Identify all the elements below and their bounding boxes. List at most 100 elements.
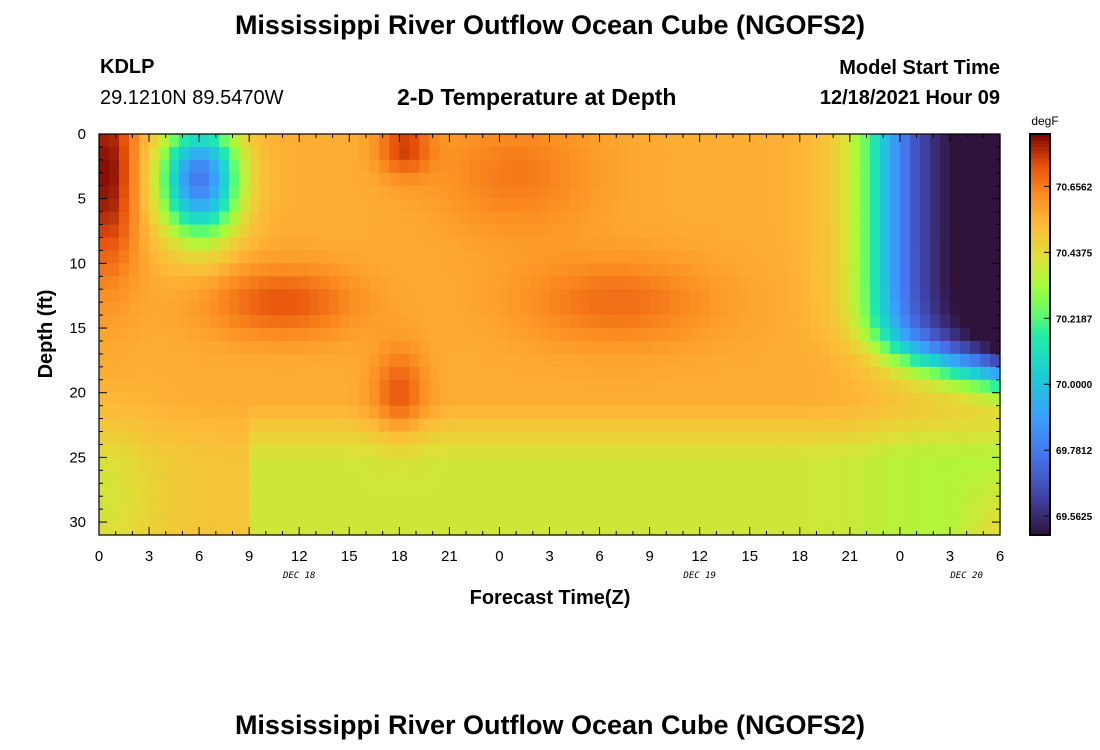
colorbar-segment <box>1030 411 1050 416</box>
heatmap-cell <box>919 366 931 381</box>
x-tick-label: 15 <box>341 548 358 565</box>
heatmap-cell <box>309 353 320 368</box>
heatmap-cell <box>259 224 270 239</box>
heatmap-cell <box>499 289 511 303</box>
heatmap-cell <box>649 172 661 187</box>
heatmap-cell <box>489 470 501 484</box>
heatmap-cell <box>99 263 110 277</box>
heatmap-cell <box>589 483 601 497</box>
heatmap-cell <box>829 470 841 484</box>
heatmap-cell <box>979 418 991 433</box>
heatmap-cell <box>909 172 921 187</box>
heatmap-cell <box>919 444 931 458</box>
heatmap-cell <box>869 134 881 148</box>
heatmap-cell <box>169 263 180 277</box>
y-tick-label: 0 <box>78 126 86 143</box>
heatmap-cell <box>949 328 961 342</box>
heatmap-cell <box>689 444 701 458</box>
heatmap-cell <box>139 302 150 316</box>
heatmap-cell <box>319 509 330 523</box>
heatmap-cell <box>639 263 651 277</box>
heatmap-cell <box>749 470 761 484</box>
heatmap-cell <box>209 457 220 471</box>
heatmap-cell <box>279 353 290 368</box>
heatmap-cell <box>159 405 170 420</box>
heatmap-cell <box>469 263 481 277</box>
heatmap-cell <box>529 263 541 277</box>
heatmap-cell <box>739 185 751 200</box>
heatmap-cell <box>409 276 420 290</box>
heatmap-cell <box>149 483 160 497</box>
heatmap-cell <box>399 146 410 161</box>
colorbar-segment <box>1030 334 1050 339</box>
colorbar-segment <box>1030 454 1050 459</box>
heatmap-cell <box>539 405 551 420</box>
heatmap-cell <box>729 250 741 264</box>
heatmap-cell <box>729 444 741 458</box>
heatmap-cell <box>909 134 921 148</box>
colorbar-segment <box>1030 324 1050 329</box>
heatmap-cell <box>179 509 190 523</box>
heatmap-cell <box>379 198 390 213</box>
heatmap-cell <box>339 263 350 277</box>
heatmap-cell <box>989 302 1001 316</box>
heatmap-cell <box>249 250 260 264</box>
heatmap-cell <box>969 444 981 458</box>
heatmap-cell <box>469 340 481 355</box>
heatmap-cell <box>939 405 951 420</box>
heatmap-cell <box>639 470 651 484</box>
heatmap-cell <box>719 340 731 355</box>
x-tick-label: 9 <box>245 548 253 565</box>
heatmap-cell <box>539 159 551 174</box>
heatmap-cell <box>369 366 380 381</box>
heatmap-cell <box>209 237 220 252</box>
heatmap-cell <box>539 198 551 213</box>
heatmap-cell <box>309 418 320 433</box>
heatmap-cell <box>279 172 290 187</box>
heatmap-cell <box>789 211 801 226</box>
heatmap-cell <box>679 379 691 394</box>
heatmap-cell <box>449 470 460 484</box>
colorbar-segment <box>1030 491 1050 496</box>
heatmap-cell <box>229 237 240 252</box>
heatmap-cell <box>889 509 901 523</box>
heatmap-cell <box>839 315 851 329</box>
colorbar-segment <box>1030 210 1050 215</box>
heatmap-cell <box>759 134 771 148</box>
heatmap-cell <box>809 237 821 252</box>
heatmap-cell <box>199 418 210 433</box>
heatmap-cell <box>169 134 180 148</box>
heatmap-cell <box>809 276 821 290</box>
heatmap-cell <box>839 431 851 446</box>
heatmap-cell <box>719 250 731 264</box>
heatmap-cell <box>339 418 350 433</box>
heatmap-cell <box>509 328 521 342</box>
heatmap-cell <box>309 237 320 252</box>
heatmap-cell <box>619 224 631 239</box>
heatmap-cell <box>619 522 631 536</box>
heatmap-cell <box>169 444 180 458</box>
heatmap-cell <box>739 522 751 536</box>
heatmap-cell <box>629 496 641 510</box>
heatmap-cell <box>409 522 420 536</box>
heatmap-cell <box>459 366 471 381</box>
heatmap-cell <box>679 211 691 226</box>
heatmap-cell <box>639 134 651 148</box>
heatmap-cell <box>409 509 420 523</box>
heatmap-cell <box>549 263 561 277</box>
heatmap-cell <box>449 392 460 407</box>
heatmap-cell <box>429 509 440 523</box>
heatmap-cell <box>499 134 511 148</box>
heatmap-cell <box>109 172 120 187</box>
heatmap-cell <box>609 353 621 368</box>
heatmap-cell <box>579 159 591 174</box>
heatmap-cell <box>789 250 801 264</box>
heatmap-cell <box>819 315 831 329</box>
colorbar-segment <box>1030 441 1050 446</box>
heatmap-cell <box>829 353 841 368</box>
heatmap-cell <box>439 302 450 316</box>
heatmap-cell <box>899 224 911 239</box>
x-tick-label: 0 <box>495 548 503 565</box>
heatmap-cell <box>529 328 541 342</box>
heatmap-cell <box>359 340 370 355</box>
